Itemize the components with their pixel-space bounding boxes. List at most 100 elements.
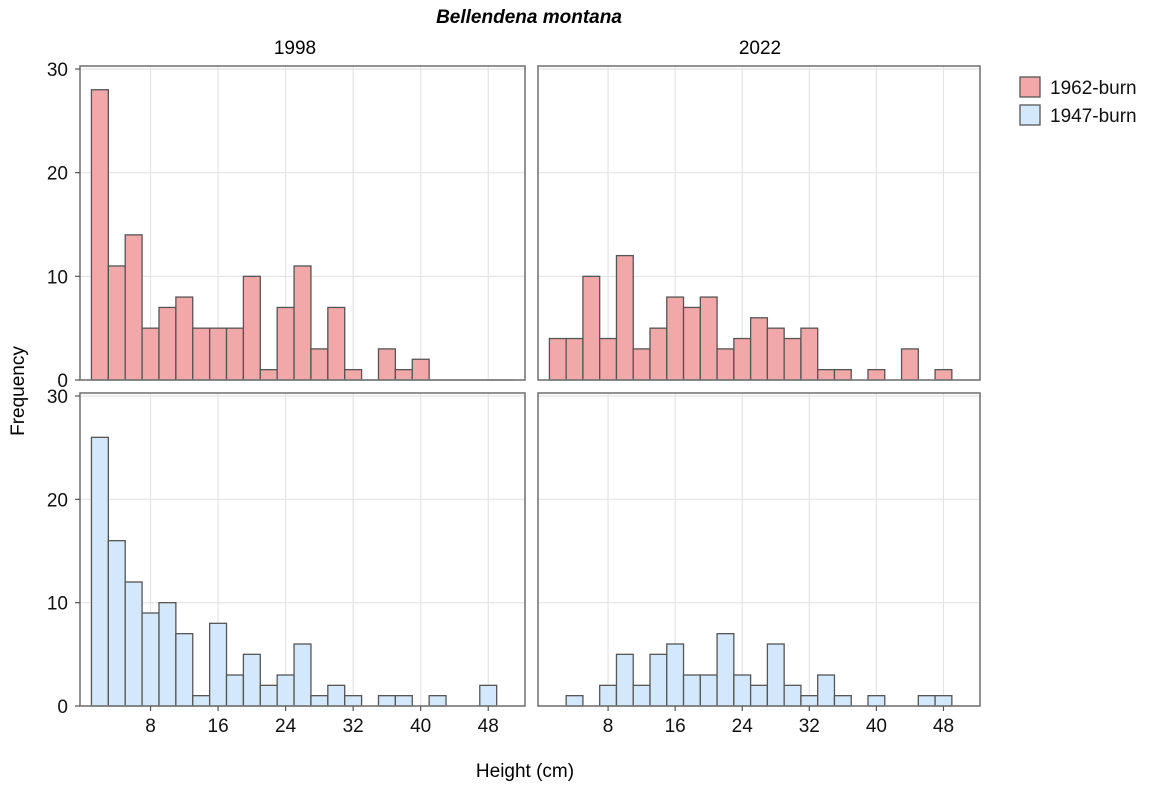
histogram-bar <box>192 695 211 707</box>
panel-border <box>537 65 981 381</box>
panel-border <box>537 392 981 707</box>
y-tick-label: 30 <box>47 60 68 81</box>
histogram-bar <box>783 337 802 381</box>
histogram-bar <box>699 296 718 381</box>
legend-label: 1947-burn <box>1050 106 1137 127</box>
x-tick-label: 24 <box>275 716 297 737</box>
histogram-bar <box>800 695 819 707</box>
y-tick-label: 10 <box>47 267 68 288</box>
histogram-bar <box>666 296 685 381</box>
histogram-bar <box>934 368 953 381</box>
histogram-bar <box>225 674 245 707</box>
histogram-bar <box>394 368 413 381</box>
histogram-bar <box>749 317 769 381</box>
x-tick-label: 24 <box>732 716 754 737</box>
histogram-bar <box>344 368 363 381</box>
histogram-bar <box>749 684 769 707</box>
histogram-bar <box>900 348 919 381</box>
histogram-bar <box>716 348 735 381</box>
histogram-bar <box>175 296 194 381</box>
histogram-bar <box>293 643 312 707</box>
histogram-bar <box>917 695 936 707</box>
facet-label-2022: 2022 <box>739 38 781 59</box>
histogram-bar <box>344 695 363 707</box>
panel-1998-1962-burn: 0 10 20 30 <box>47 60 526 392</box>
panel-1998-1947-burn: 0 10 20 30 8 16 24 32 40 48 <box>47 387 526 737</box>
histogram-bar <box>867 695 886 707</box>
panel-border <box>79 65 526 381</box>
histogram-bar <box>377 348 397 381</box>
histogram-bar <box>867 368 886 381</box>
legend-label: 1962-burn <box>1050 78 1137 99</box>
x-tick-label: 40 <box>866 716 887 737</box>
legend-swatch <box>1019 104 1041 126</box>
histogram-bar <box>599 684 618 707</box>
panel-2022-1962-burn <box>537 65 981 381</box>
y-tick-label: 20 <box>47 164 68 185</box>
x-tick-label: 48 <box>933 716 954 737</box>
histogram-bar <box>699 674 718 707</box>
histogram-bar <box>175 633 194 707</box>
y-tick-label: 0 <box>57 371 68 392</box>
y-tick-label: 0 <box>57 697 68 718</box>
histogram-bar <box>327 306 346 381</box>
x-tick-label: 32 <box>799 716 820 737</box>
histogram-bar <box>733 674 752 707</box>
x-tick-label: 40 <box>410 716 431 737</box>
histogram-bar <box>599 337 618 381</box>
x-axis-label: Height (cm) <box>476 761 574 782</box>
histogram-bar <box>565 695 584 707</box>
histogram-bar <box>293 265 312 381</box>
histogram-bar <box>107 265 126 381</box>
histogram-bar <box>242 653 261 707</box>
histogram-bar <box>259 684 278 707</box>
histogram-bar <box>276 674 295 707</box>
histogram-bar <box>411 358 430 381</box>
histogram-bar <box>649 327 668 381</box>
histogram-bar <box>934 695 953 707</box>
histogram-bar <box>208 622 228 707</box>
histogram-bar <box>682 674 701 707</box>
histogram-bar <box>310 695 329 707</box>
histogram-bar <box>479 684 498 707</box>
y-tick-label: 10 <box>47 594 68 615</box>
histogram-bar <box>428 695 447 707</box>
y-tick-label: 30 <box>47 387 68 408</box>
histogram-bar <box>208 327 228 381</box>
histogram-bar <box>225 327 245 381</box>
histogram-bar <box>158 602 177 707</box>
legend-swatch <box>1019 76 1041 98</box>
histogram-bar <box>766 327 785 381</box>
x-tick-label: 32 <box>343 716 364 737</box>
histogram-bar <box>158 306 177 381</box>
histogram-bar <box>783 684 802 707</box>
histogram-bar <box>833 368 852 381</box>
histogram-bar <box>327 684 346 707</box>
histogram-bar <box>817 674 836 707</box>
facet-label-1998: 1998 <box>274 38 316 59</box>
histogram-bar <box>649 653 668 707</box>
x-tick-label: 8 <box>603 716 614 737</box>
histogram-bar <box>766 643 785 707</box>
panel-2022-1947-burn: 8 16 24 32 40 48 <box>537 392 981 737</box>
y-tick-label: 20 <box>47 490 68 511</box>
chart-title: Bellendena montana <box>436 7 622 28</box>
legend: 1962-burn 1947-burn <box>1019 76 1137 127</box>
histogram-bar <box>124 234 143 381</box>
y-axis-label: Frequency <box>8 346 29 436</box>
histogram-bar <box>394 695 413 707</box>
histogram-bar <box>733 337 752 381</box>
x-tick-label: 48 <box>478 716 499 737</box>
histogram-bar <box>192 327 211 381</box>
histogram-bar <box>666 643 685 707</box>
histogram-bar <box>141 327 160 381</box>
histogram-bar <box>259 368 278 381</box>
histogram-bar <box>565 337 584 381</box>
histogram-bar <box>800 327 819 381</box>
histogram-bar <box>124 581 143 707</box>
histogram-bar <box>682 306 701 381</box>
histogram-bar <box>615 653 634 707</box>
histogram-bar <box>377 695 397 707</box>
